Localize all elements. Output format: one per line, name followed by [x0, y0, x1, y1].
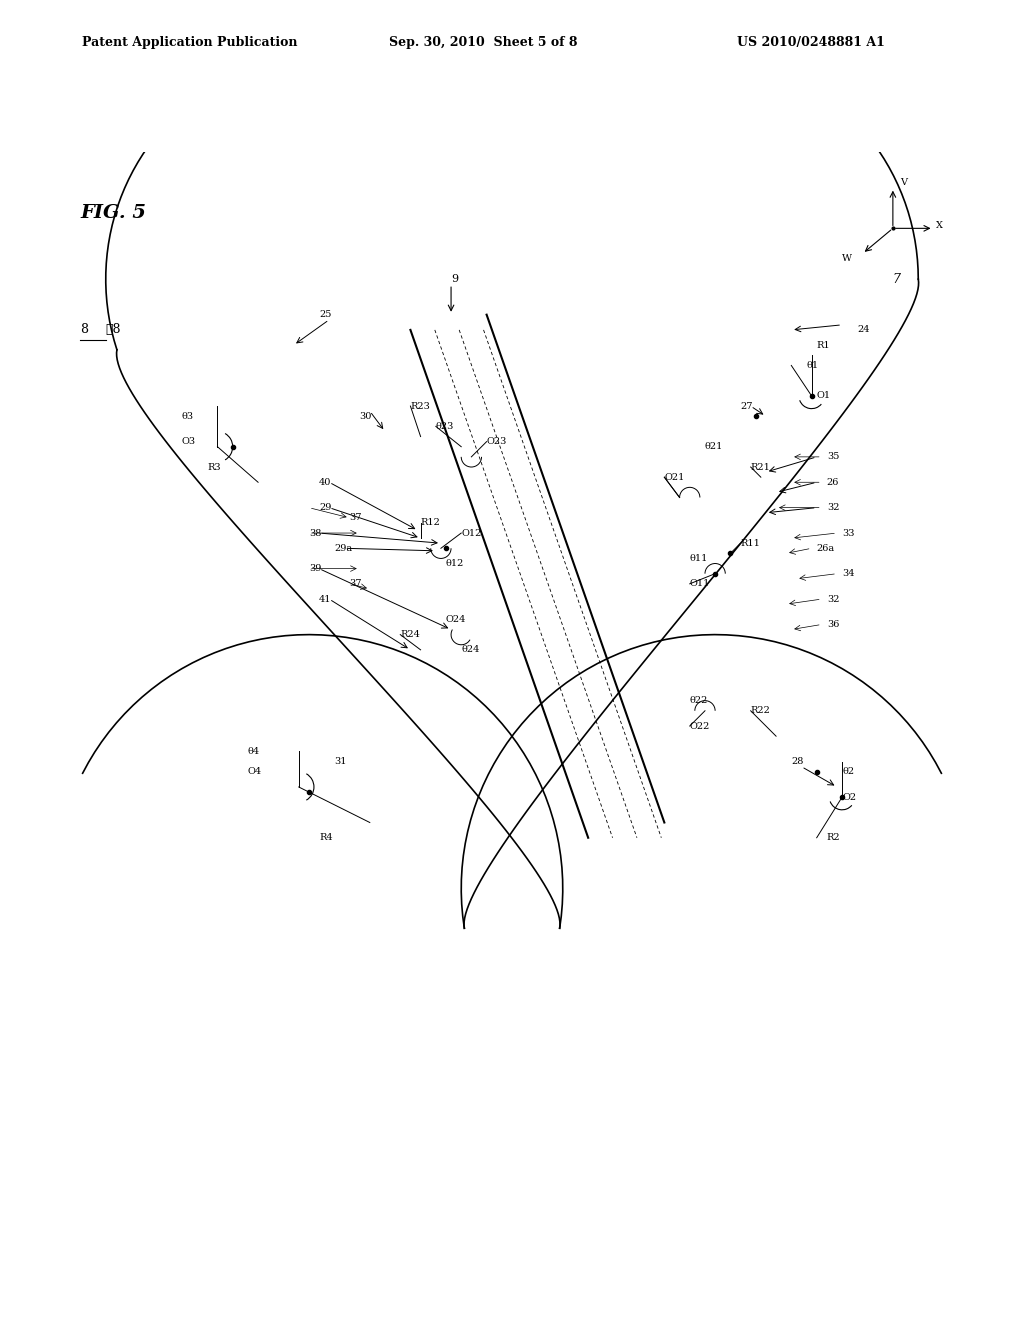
- Text: 29a: 29a: [334, 544, 352, 553]
- Text: θ21: θ21: [705, 442, 723, 451]
- Text: 8: 8: [80, 323, 88, 337]
- Text: X: X: [936, 222, 943, 230]
- Text: 24: 24: [857, 326, 869, 334]
- Text: 32: 32: [826, 594, 840, 603]
- Text: 31: 31: [334, 758, 347, 766]
- Text: O2: O2: [842, 792, 856, 801]
- Text: 9: 9: [451, 275, 458, 284]
- Text: 41: 41: [319, 594, 332, 603]
- Text: 25: 25: [319, 310, 332, 319]
- Text: R11: R11: [740, 539, 761, 548]
- Text: R4: R4: [319, 833, 333, 842]
- Text: O21: O21: [665, 473, 685, 482]
- Text: R1: R1: [817, 341, 830, 350]
- Text: V: V: [900, 178, 907, 187]
- Text: 30: 30: [359, 412, 372, 421]
- Text: ͟8: ͟8: [105, 323, 121, 337]
- Text: W: W: [842, 255, 852, 263]
- Text: 39: 39: [309, 564, 322, 573]
- Text: O22: O22: [690, 722, 710, 730]
- Text: O4: O4: [248, 767, 262, 776]
- Text: R23: R23: [411, 401, 430, 411]
- Text: 37: 37: [349, 579, 362, 589]
- Text: 33: 33: [842, 528, 855, 537]
- Text: O12: O12: [461, 528, 481, 537]
- Text: θ3: θ3: [182, 412, 194, 421]
- Text: Patent Application Publication: Patent Application Publication: [82, 36, 297, 49]
- Text: US 2010/0248881 A1: US 2010/0248881 A1: [737, 36, 885, 49]
- Text: θ22: θ22: [690, 696, 709, 705]
- Text: 32: 32: [826, 503, 840, 512]
- Text: O3: O3: [182, 437, 196, 446]
- Text: 7: 7: [893, 273, 901, 285]
- Text: θ24: θ24: [461, 645, 479, 655]
- Text: 35: 35: [826, 453, 840, 462]
- Text: 26: 26: [826, 478, 840, 487]
- Text: O24: O24: [446, 615, 466, 624]
- Text: 28: 28: [792, 758, 804, 766]
- Text: θ11: θ11: [690, 554, 709, 562]
- Text: θ1: θ1: [807, 360, 818, 370]
- Text: 29: 29: [319, 503, 332, 512]
- Text: R22: R22: [751, 706, 770, 715]
- Text: θ4: θ4: [248, 747, 260, 756]
- Text: O1: O1: [817, 392, 830, 400]
- Text: θ23: θ23: [436, 422, 455, 430]
- Text: R2: R2: [826, 833, 841, 842]
- Text: FIG. 5: FIG. 5: [80, 205, 146, 222]
- Text: 37: 37: [349, 513, 362, 523]
- Text: 36: 36: [826, 620, 840, 628]
- Text: 38: 38: [309, 528, 322, 537]
- Text: R3: R3: [207, 462, 221, 471]
- Text: O23: O23: [486, 437, 507, 446]
- Text: 34: 34: [842, 569, 855, 578]
- Text: R12: R12: [421, 519, 440, 528]
- Text: Sep. 30, 2010  Sheet 5 of 8: Sep. 30, 2010 Sheet 5 of 8: [389, 36, 578, 49]
- Text: R24: R24: [400, 630, 420, 639]
- Text: 40: 40: [319, 478, 332, 487]
- Text: O11: O11: [690, 579, 710, 589]
- Text: 26a: 26a: [817, 544, 835, 553]
- Text: θ12: θ12: [446, 558, 464, 568]
- Text: 27: 27: [740, 401, 753, 411]
- Text: R21: R21: [751, 462, 770, 471]
- Text: θ2: θ2: [842, 767, 854, 776]
